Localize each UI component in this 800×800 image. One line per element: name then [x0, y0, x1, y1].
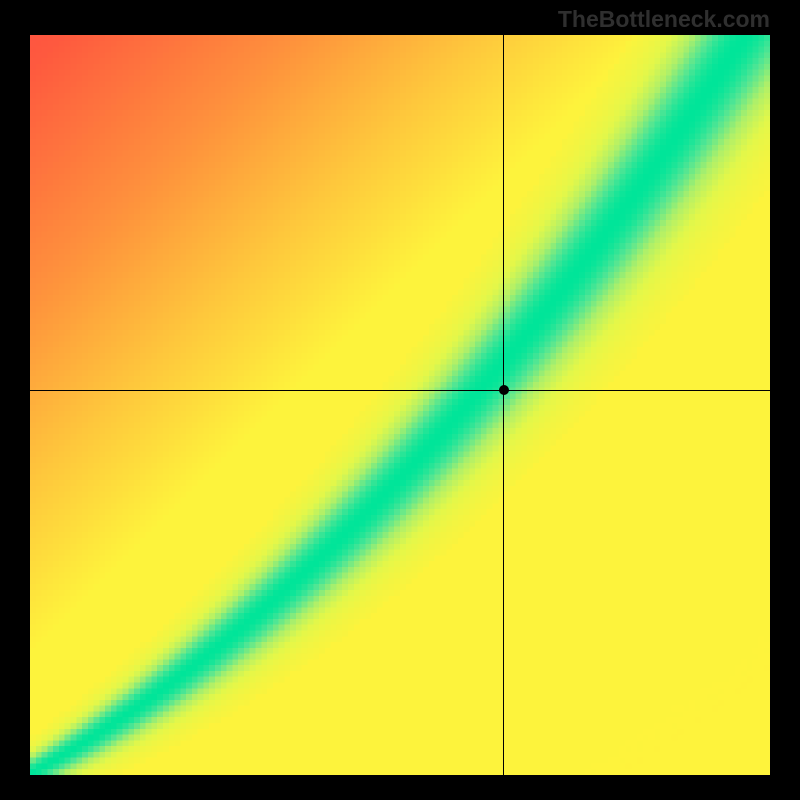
- watermark-text: TheBottleneck.com: [558, 6, 770, 33]
- crosshair-marker: [499, 385, 509, 395]
- chart-container: { "meta": { "source_watermark": "TheBott…: [0, 0, 800, 800]
- heatmap-canvas: [30, 35, 770, 775]
- crosshair-vertical: [503, 35, 504, 775]
- crosshair-horizontal: [30, 390, 770, 391]
